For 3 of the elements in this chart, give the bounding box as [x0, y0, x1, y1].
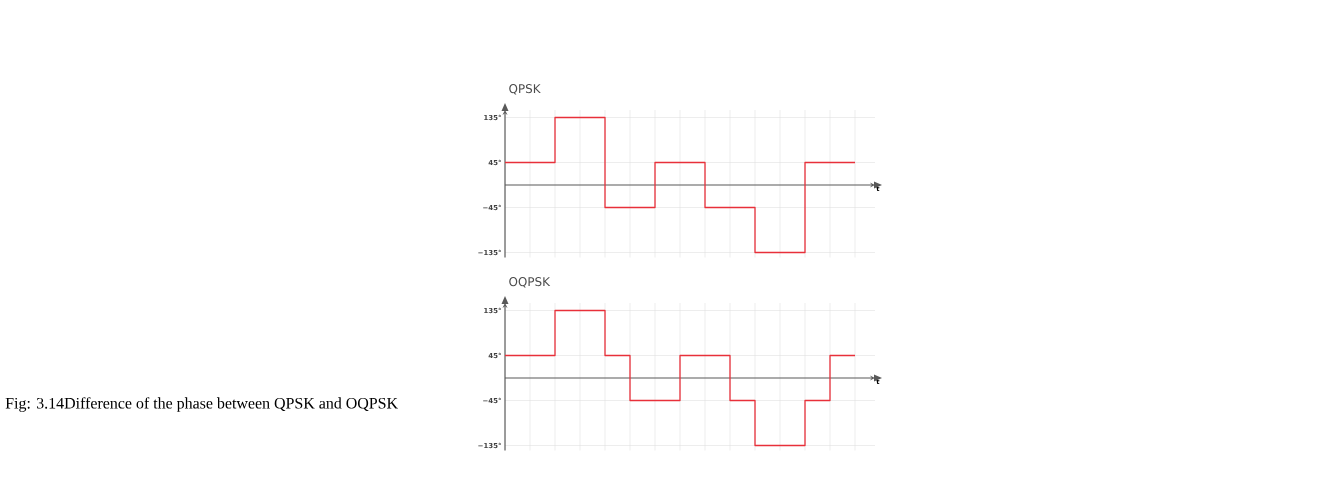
- chart-title: OQPSK: [509, 277, 551, 288]
- chart-title: QPSK: [509, 84, 541, 95]
- text: Fig: 3.14Difference of the phase between QPSK and OQPSK: [5, 397, 398, 412]
